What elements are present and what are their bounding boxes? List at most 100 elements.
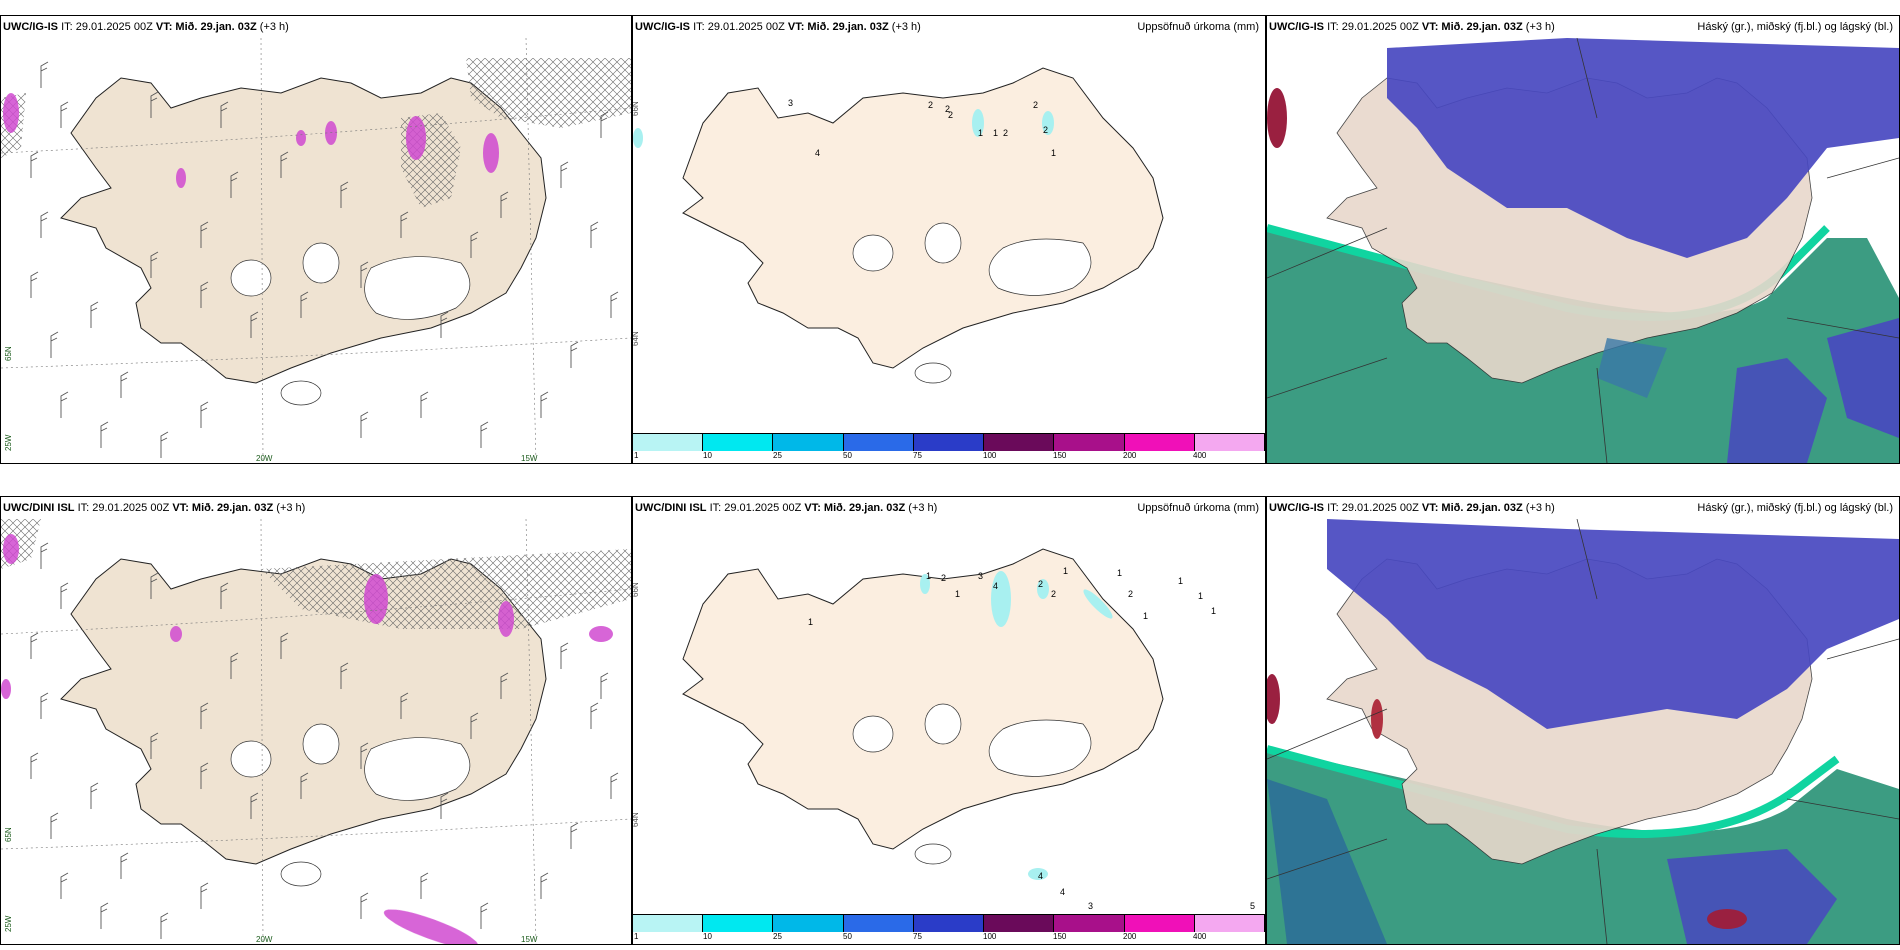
tick-label: 25 [773,932,782,941]
precip-label: 2 [948,110,953,120]
red-cell [1371,699,1383,739]
valid-time: VT: Mið. 29.jan. 03Z [172,502,274,514]
precip-label: 1 [1198,591,1203,601]
precip-map[interactable]: 1 2 3 4 1 2 2 1 1 2 1 1 1 1 1 4 4 3 5 [633,519,1265,914]
panel-clouds-igis: UWC/IG-IS IT: 29.01.2025 00Z VT: Mið. 29… [1266,15,1900,464]
precip-label: 3 [978,571,983,581]
glaciers [230,242,471,406]
swatch [843,434,914,451]
cloud-map[interactable] [1267,38,1899,463]
valid-time: VT: Mið. 29.jan. 03Z [804,502,906,514]
tick-label: 50 [843,451,852,460]
panel-header: UWC/IG-IS IT: 29.01.2025 00Z VT: Mið. 29… [1267,16,1899,38]
model-name: UWC/IG-IS [1269,21,1324,33]
cloud-map[interactable] [1267,519,1899,944]
precip-label: 1 [1143,611,1148,621]
precip-label: 1 [1063,566,1068,576]
init-time: IT: 29.01.2025 00Z [1327,21,1419,33]
swatch [1054,434,1125,451]
colorbar: 1 10 25 50 75 100 150 200 400 [633,433,1265,463]
lat-label-a: 66N [632,101,640,116]
precip-label: 2 [945,104,950,114]
precip-label: 1 [955,589,960,599]
panel-header: UWC/DINI ISL IT: 29.01.2025 00Z VT: Mið.… [633,497,1265,519]
tick-label: 100 [983,451,997,460]
lon-label-a: 20W [256,935,273,944]
valid-time: VT: Mið. 29.jan. 03Z [1421,502,1523,514]
swatch [984,915,1055,932]
lead-time: (+3 h) [259,21,289,33]
precip-label: 4 [1060,887,1065,897]
mid-cloud-bottom [1727,358,1827,463]
tick-label: 25 [773,451,782,460]
swatch [1054,915,1125,932]
panel-title: Háský (gr.), miðský (fj.bl.) og lágský (… [1697,502,1893,514]
mid-cloud-right [1827,318,1899,438]
precip-label: 3 [788,98,793,108]
valid-time: VT: Mið. 29.jan. 03Z [1421,21,1523,33]
magenta-precip [1,534,613,944]
tick-label: 100 [983,932,997,941]
precip-label: 2 [1043,125,1048,135]
swatch [1124,434,1195,451]
tick-label: 150 [1053,451,1067,460]
precip-labels: 1 2 3 4 1 2 2 1 1 2 1 1 1 1 1 4 4 3 5 [808,566,1255,911]
swatch [1194,434,1265,451]
swatch [843,915,914,932]
lat-label-b: 25W [4,434,13,451]
lead-time: (+3 h) [1525,21,1555,33]
wind-map[interactable] [1,38,631,463]
precip-label: 1 [978,128,983,138]
precip-label: 1 [926,571,931,581]
precip-label: 1 [808,617,813,627]
swatch [1124,915,1195,932]
model-name: UWC/IG-IS [635,21,690,33]
colorbar-ticks: 1 10 25 50 75 100 150 200 400 [633,932,1265,944]
precip-fill [633,109,1054,148]
precip-label: 2 [1128,589,1133,599]
lat-label-a: 65N [4,827,13,842]
tick-label: 75 [913,932,922,941]
graticule [1,38,631,463]
model-name: UWC/IG-IS [3,21,58,33]
lead-time: (+3 h) [276,502,306,514]
model-name: UWC/DINI ISL [635,502,707,514]
tick-label: 50 [843,932,852,941]
precip-label: 4 [993,581,998,591]
panel-title: Háský (gr.), miðský (fj.bl.) og lágský (… [1697,21,1893,33]
lead-time: (+3 h) [1525,502,1555,514]
red-cell [1267,674,1280,724]
tick-label: 150 [1053,932,1067,941]
precip-label: 1 [1211,606,1216,616]
precip-label: 2 [941,573,946,583]
panel-header: UWC/DINI ISL IT: 29.01.2025 00Z VT: Mið.… [1,497,631,519]
tick-label: 10 [703,932,712,941]
tick-label: 200 [1123,451,1137,460]
lon-label-b: 15W [521,454,538,463]
lat-label-a: 66N [632,582,640,597]
valid-time: VT: Mið. 29.jan. 03Z [787,21,889,33]
swatch [773,915,844,932]
init-time: IT: 29.01.2025 00Z [77,502,170,514]
tick-label: 400 [1193,451,1207,460]
swatch [1194,915,1265,932]
init-time: IT: 29.01.2025 00Z [1327,502,1419,514]
red-cell [1267,88,1287,148]
panel-title: Uppsöfnuð úrkoma (mm) [1137,502,1259,514]
precip-label: 2 [928,100,933,110]
lat-label-a: 65N [4,346,13,361]
valid-time: VT: Mið. 29.jan. 03Z [155,21,257,33]
panel-precip-dini: UWC/DINI ISL IT: 29.01.2025 00Z VT: Mið.… [632,496,1266,945]
precip-label: 1 [993,128,998,138]
swatch [633,915,704,932]
colorbar: 1 10 25 50 75 100 150 200 400 [633,914,1265,944]
precip-label: 1 [1178,576,1183,586]
swatch [913,915,985,932]
precip-map[interactable]: 3 2 4 2 2 1 1 2 2 2 1 [633,38,1265,433]
tick-label: 1 [634,451,639,460]
wind-map[interactable] [1,519,631,944]
glaciers [852,703,1092,865]
colorbar-swatches [633,914,1265,932]
red-cell [1707,909,1747,929]
panel-header: UWC/IG-IS IT: 29.01.2025 00Z VT: Mið. 29… [1,16,631,38]
